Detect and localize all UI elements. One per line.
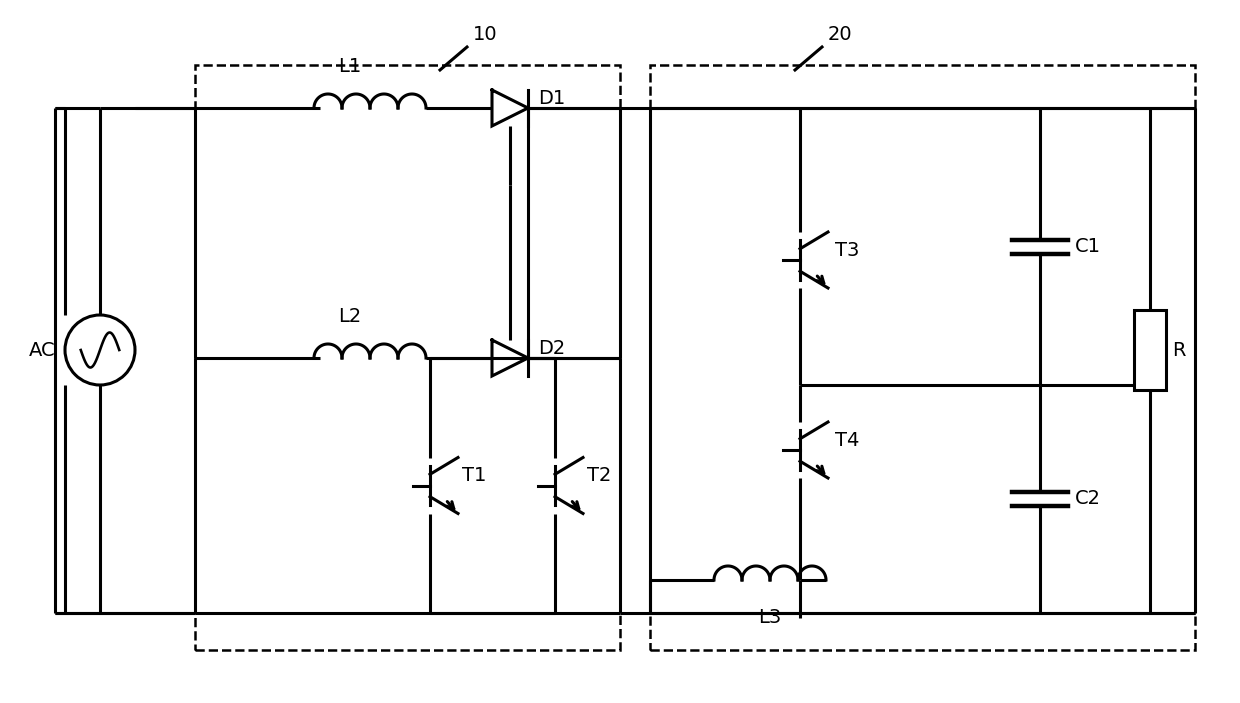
Text: L3: L3 [759, 608, 781, 627]
Bar [650, 65, 1195, 650]
Text: D2: D2 [538, 339, 565, 358]
Text: L2: L2 [339, 307, 362, 326]
Text: 20: 20 [827, 25, 852, 44]
Text: T4: T4 [835, 430, 859, 449]
Text: T1: T1 [463, 466, 486, 485]
Bar [195, 65, 620, 650]
Text: C1: C1 [1075, 237, 1101, 256]
Text: T3: T3 [835, 240, 859, 259]
Text: T2: T2 [587, 466, 611, 485]
Text: D1: D1 [538, 89, 565, 108]
Text: L1: L1 [339, 57, 362, 76]
Bar [1135, 310, 1166, 390]
Text: 10: 10 [472, 25, 497, 44]
Text: R: R [1172, 340, 1185, 359]
Text: AC: AC [29, 340, 55, 359]
Text: C2: C2 [1075, 489, 1101, 508]
